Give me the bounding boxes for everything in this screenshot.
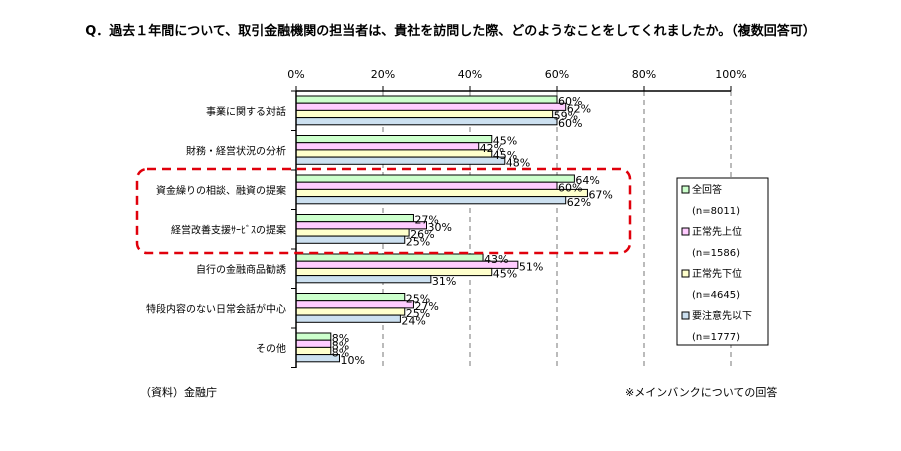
bar <box>295 267 493 277</box>
category-labels: 事業に関する対話財務・経営状況の分析資金繰りの相談、融資の提案経営改善支援ｻｰﾋ… <box>146 105 286 355</box>
bar <box>295 253 484 262</box>
tick-label: 60% <box>545 68 569 81</box>
data-label: 60% <box>558 181 582 194</box>
data-label: 24% <box>401 314 425 327</box>
bar <box>295 109 554 119</box>
data-label: 62% <box>567 102 591 115</box>
data-label: 25% <box>406 293 430 306</box>
data-label: 64% <box>575 174 599 187</box>
bar <box>295 275 432 284</box>
legend-swatch <box>681 269 690 278</box>
tick-label: 100% <box>715 68 746 81</box>
legend-swatch <box>681 227 690 236</box>
source-note: （資料）金融庁 <box>140 386 217 399</box>
bar <box>295 174 575 183</box>
data-label: 45% <box>493 268 517 281</box>
data-label: 59% <box>554 110 578 123</box>
legend-count: (n=4645) <box>692 290 740 301</box>
data-labels: 60%62%59%60%45%42%45%48%64%60%67%62%27%3… <box>332 95 613 367</box>
bar <box>295 95 558 104</box>
bar <box>295 117 558 126</box>
data-label: 60% <box>558 117 582 130</box>
tick-label: 40% <box>458 68 482 81</box>
bar <box>295 181 558 190</box>
data-label: 27% <box>414 300 438 313</box>
category-label: 財務・経営状況の分析 <box>186 144 286 157</box>
data-label: 27% <box>414 214 438 227</box>
footnote: ※メインバンクについての回答 <box>625 386 778 399</box>
data-label: 62% <box>567 196 591 209</box>
bar <box>295 228 410 237</box>
legend-box <box>676 177 769 346</box>
data-label: 60% <box>558 95 582 108</box>
bar <box>295 300 414 309</box>
data-label: 42% <box>480 142 504 155</box>
legend-count: (n=1777) <box>692 332 740 343</box>
bar <box>295 235 406 244</box>
category-label: 自行の金融商品勧誘 <box>196 263 286 276</box>
category-label: 資金繰りの相談、融資の提案 <box>156 184 286 197</box>
data-label: 8% <box>332 332 349 345</box>
category-label: 事業に関する対話 <box>206 105 286 118</box>
legend-label: 正常先下位 <box>692 267 742 280</box>
data-label: 25% <box>406 235 430 248</box>
bar <box>295 332 332 341</box>
bar <box>295 339 332 348</box>
bar <box>295 188 588 198</box>
tick-label: 80% <box>632 68 656 81</box>
chart-title: Q．過去１年間について、取引金融機関の担当者は、貴社を訪問した際、どのようなこと… <box>85 24 816 39</box>
bar <box>295 307 406 316</box>
tick-label: 0% <box>287 68 304 81</box>
bar <box>295 221 427 230</box>
legend-swatch <box>681 311 690 320</box>
category-label: 特段内容のない日常会話が中心 <box>146 302 286 315</box>
data-label: 8% <box>332 347 349 360</box>
data-label: 48% <box>506 156 530 169</box>
bar <box>295 149 493 158</box>
legend-count: (n=8011) <box>692 206 740 217</box>
data-label: 26% <box>410 228 434 241</box>
tick-label: 20% <box>371 68 395 81</box>
data-label: 67% <box>588 189 612 202</box>
bar <box>295 293 406 302</box>
legend-label: 正常先上位 <box>692 225 742 238</box>
data-label: 10% <box>341 354 365 367</box>
bar <box>295 135 493 144</box>
bar <box>295 102 567 111</box>
category-label: その他 <box>256 342 286 355</box>
bar <box>295 214 414 223</box>
bar <box>295 346 332 356</box>
data-label: 45% <box>493 149 517 162</box>
bars <box>295 95 588 363</box>
legend-swatch <box>681 185 690 194</box>
bar <box>295 156 506 165</box>
legend-label: 全回答 <box>692 183 722 196</box>
data-label: 31% <box>432 275 456 288</box>
bar <box>295 142 480 151</box>
legend: 全回答 (n=8011) 正常先上位 (n=1586) 正常先下位 (n=4645) 要注意… <box>676 177 769 346</box>
data-label: 43% <box>484 253 508 266</box>
x-axis-ticks: 0% 20% 40% 60% 80% 100% <box>287 68 747 91</box>
data-label: 45% <box>493 135 517 148</box>
bar <box>295 314 401 323</box>
axes <box>291 90 731 368</box>
data-label: 8% <box>332 339 349 352</box>
data-label: 30% <box>428 221 452 234</box>
legend-count: (n=1586) <box>692 248 740 259</box>
bar <box>295 196 567 205</box>
highlight-box <box>135 167 632 255</box>
category-label: 経営改善支援ｻｰﾋﾞｽの提案 <box>171 223 286 236</box>
data-label: 25% <box>406 307 430 320</box>
data-label: 51% <box>519 260 543 273</box>
legend-label: 要注意先以下 <box>692 309 752 322</box>
